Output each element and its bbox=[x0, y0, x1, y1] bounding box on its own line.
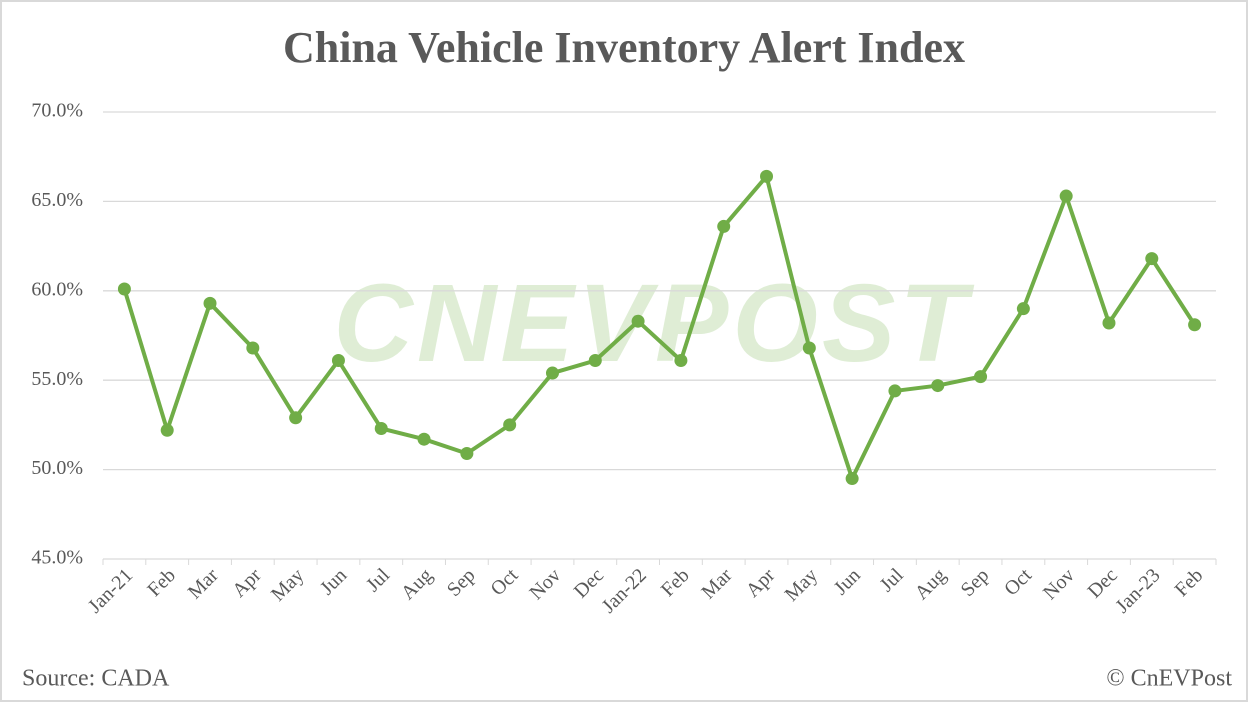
marker bbox=[374, 421, 388, 435]
watermark: CNEVPOST bbox=[333, 262, 974, 385]
y-tick-label: 50.0% bbox=[31, 457, 83, 479]
marker bbox=[545, 366, 559, 380]
marker bbox=[417, 432, 431, 446]
y-tick-label: 60.0% bbox=[31, 278, 83, 300]
marker bbox=[331, 354, 345, 368]
marker bbox=[674, 354, 688, 368]
marker bbox=[588, 354, 602, 368]
marker bbox=[760, 169, 774, 183]
y-tick-label: 65.0% bbox=[31, 189, 83, 211]
marker bbox=[160, 423, 174, 437]
marker bbox=[1102, 316, 1116, 330]
marker bbox=[203, 296, 217, 310]
credit: © CnEVPost bbox=[1106, 666, 1232, 692]
line bbox=[122, 174, 1197, 481]
marker bbox=[460, 447, 474, 461]
marker bbox=[631, 314, 645, 328]
marker bbox=[246, 341, 260, 355]
marker bbox=[1059, 189, 1073, 203]
marker bbox=[845, 472, 859, 486]
marker bbox=[931, 379, 945, 393]
source-note: Source: CADA bbox=[22, 666, 170, 692]
marker bbox=[1145, 252, 1159, 266]
marker bbox=[1188, 318, 1202, 332]
marker bbox=[802, 341, 816, 355]
y-tick-label: 45.0% bbox=[31, 547, 83, 569]
chart-title: China Vehicle Inventory Alert Index bbox=[283, 23, 965, 72]
marker bbox=[974, 370, 988, 384]
marker bbox=[289, 411, 303, 425]
marker bbox=[117, 282, 131, 296]
marker bbox=[1016, 302, 1030, 316]
marker bbox=[717, 219, 731, 233]
y-tick-label: 70.0% bbox=[31, 100, 83, 122]
marker bbox=[888, 384, 902, 398]
y-tick-label: 55.0% bbox=[31, 368, 83, 390]
marker bbox=[503, 418, 517, 432]
